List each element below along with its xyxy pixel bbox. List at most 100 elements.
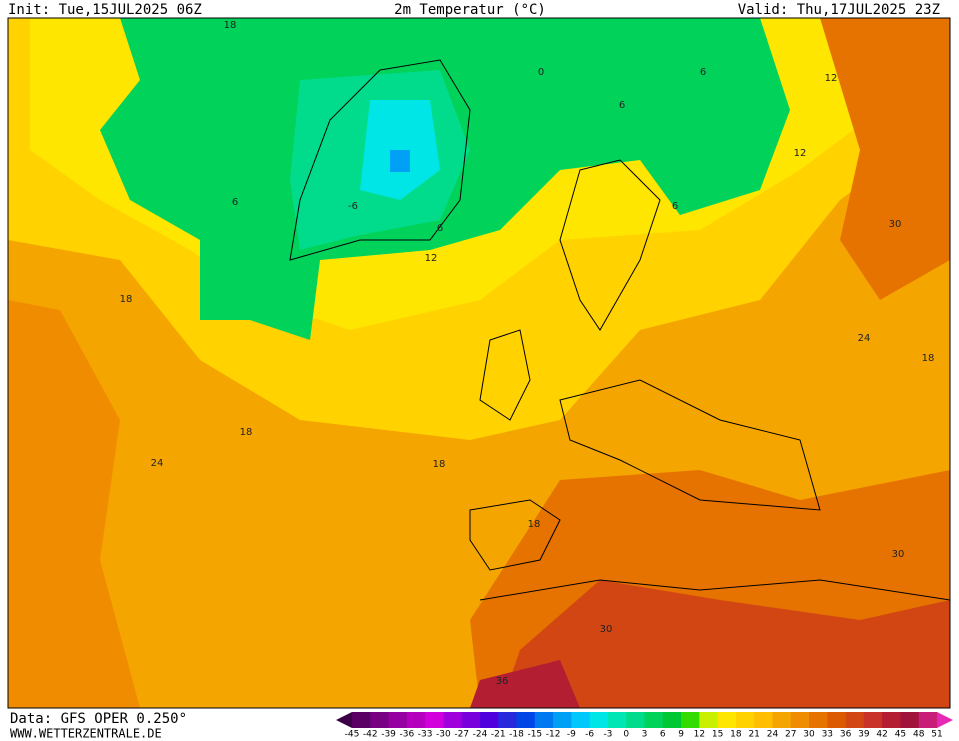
legend-label: 39 bbox=[858, 730, 870, 740]
legend-label: -15 bbox=[527, 730, 542, 740]
legend-label: -24 bbox=[473, 730, 488, 740]
legend-label: -6 bbox=[585, 730, 594, 740]
contour-label: 30 bbox=[600, 624, 613, 635]
legend-swatch bbox=[571, 712, 591, 728]
legend-label: -36 bbox=[399, 730, 414, 740]
legend-swatch bbox=[699, 712, 719, 728]
legend-swatch bbox=[717, 712, 737, 728]
map-title: 2m Temperatur (°C) bbox=[394, 2, 546, 18]
legend-swatch bbox=[662, 712, 682, 728]
legend-label: -42 bbox=[363, 730, 378, 740]
very-hot-south bbox=[500, 580, 950, 708]
legend-label: 45 bbox=[895, 730, 906, 740]
legend-label: -12 bbox=[546, 730, 561, 740]
legend-swatch bbox=[918, 712, 938, 728]
legend-swatch bbox=[735, 712, 755, 728]
legend-label: -45 bbox=[345, 730, 360, 740]
contour-label: 0 bbox=[538, 67, 544, 78]
legend-label: -27 bbox=[454, 730, 469, 740]
legend-swatch bbox=[754, 712, 773, 728]
legend-label: 15 bbox=[712, 730, 723, 740]
legend-swatch bbox=[461, 712, 481, 728]
contour-label: 18 bbox=[240, 427, 253, 438]
legend-label: -9 bbox=[567, 730, 576, 740]
legend-label: -39 bbox=[381, 730, 396, 740]
legend-swatch bbox=[425, 712, 444, 728]
legend-arrow-left bbox=[336, 712, 352, 728]
contour-label: -6 bbox=[348, 201, 358, 212]
hot-east bbox=[820, 18, 950, 300]
legend-swatch bbox=[534, 712, 554, 728]
contour-label: 12 bbox=[425, 253, 438, 264]
init-time: Init: Tue,15JUL2025 06Z bbox=[8, 2, 202, 18]
contour-label: 12 bbox=[794, 148, 807, 159]
legend-swatch bbox=[626, 712, 645, 728]
contour-label: 18 bbox=[224, 20, 237, 31]
contour-label: 30 bbox=[889, 219, 902, 230]
valid-time: Valid: Thu,17JUL2025 23Z bbox=[738, 2, 940, 18]
contour-label: 24 bbox=[151, 458, 164, 469]
legend-label: 9 bbox=[678, 730, 684, 740]
contour-label: 18 bbox=[528, 519, 541, 530]
legend-swatch bbox=[589, 712, 609, 728]
legend-label: -33 bbox=[418, 730, 433, 740]
legend-swatch bbox=[827, 712, 847, 728]
legend-swatch bbox=[352, 712, 371, 728]
legend-label: 42 bbox=[876, 730, 887, 740]
contour-label: 6 bbox=[700, 67, 706, 78]
legend-label: 24 bbox=[767, 730, 779, 740]
legend-label: -3 bbox=[603, 730, 612, 740]
greenland-core bbox=[390, 150, 410, 172]
contour-label: 12 bbox=[825, 73, 838, 84]
legend-swatch bbox=[370, 712, 390, 728]
legend-label: -30 bbox=[436, 730, 451, 740]
contour-label: 6 bbox=[232, 197, 238, 208]
warm-zone bbox=[8, 300, 140, 708]
contour-label: 6 bbox=[437, 223, 443, 234]
legend-swatch bbox=[681, 712, 700, 728]
legend-label: 6 bbox=[660, 730, 666, 740]
legend-label: 27 bbox=[785, 730, 796, 740]
contour-label: 6 bbox=[619, 100, 625, 111]
legend-swatch bbox=[863, 712, 883, 728]
legend-swatch bbox=[388, 712, 408, 728]
legend-swatch bbox=[443, 712, 463, 728]
legend-arrow-right bbox=[937, 712, 953, 728]
legend-label: -21 bbox=[491, 730, 506, 740]
legend-label: 36 bbox=[840, 730, 852, 740]
map bbox=[8, 18, 951, 708]
legend-swatch bbox=[772, 712, 792, 728]
legend-label: -18 bbox=[509, 730, 524, 740]
legend-swatch bbox=[607, 712, 627, 728]
contour-label: 36 bbox=[496, 676, 509, 687]
legend-label: 30 bbox=[803, 730, 815, 740]
data-source: Data: GFS OPER 0.250° bbox=[10, 711, 187, 727]
hottest bbox=[470, 660, 580, 708]
legend-swatch bbox=[882, 712, 901, 728]
legend-label: 51 bbox=[931, 730, 942, 740]
contour-label: 6 bbox=[672, 201, 678, 212]
legend-swatch bbox=[900, 712, 920, 728]
contour-label: 18 bbox=[922, 353, 935, 364]
legend-swatch bbox=[498, 712, 518, 728]
legend-swatch bbox=[479, 712, 499, 728]
coastlines bbox=[289, 59, 951, 601]
legend-label: 33 bbox=[822, 730, 833, 740]
contour-label: 18 bbox=[433, 459, 446, 470]
legend-label: 12 bbox=[694, 730, 705, 740]
legend-label: 18 bbox=[730, 730, 742, 740]
legend-label: 3 bbox=[642, 730, 648, 740]
legend-label: 21 bbox=[748, 730, 759, 740]
legend-swatch bbox=[790, 712, 810, 728]
legend-label: 0 bbox=[623, 730, 629, 740]
legend-swatch bbox=[845, 712, 865, 728]
legend-swatch bbox=[553, 712, 572, 728]
legend-swatch bbox=[406, 712, 426, 728]
website: WWW.WETTERZENTRALE.DE bbox=[10, 727, 162, 741]
map-frame bbox=[7, 17, 951, 709]
legend-swatch bbox=[516, 712, 536, 728]
contour-label: 24 bbox=[858, 333, 871, 344]
legend-swatch bbox=[809, 712, 828, 728]
legend-swatch bbox=[644, 712, 664, 728]
